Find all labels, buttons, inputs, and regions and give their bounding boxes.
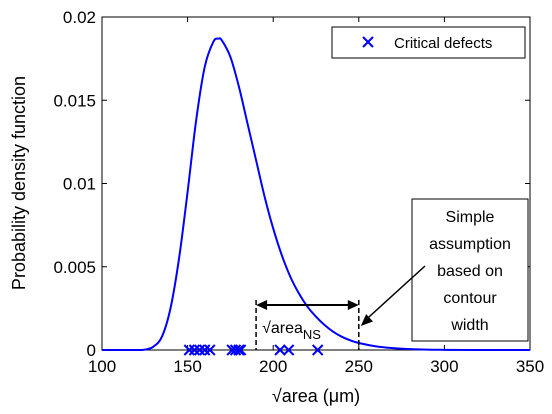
callout-box bbox=[411, 198, 529, 342]
range-label-main: √area bbox=[262, 320, 303, 337]
callout-line-5: width bbox=[450, 317, 488, 334]
y-tick-label: 0.015 bbox=[53, 91, 96, 110]
y-tick-label: 0.01 bbox=[63, 175, 96, 194]
callout-arrowhead bbox=[360, 314, 373, 326]
range-annotation: √areaNS bbox=[255, 300, 360, 350]
defect-marker bbox=[282, 344, 295, 356]
critical-defect-markers bbox=[183, 344, 324, 356]
y-tick-label: 0 bbox=[87, 341, 96, 360]
x-tick-label: 150 bbox=[173, 357, 201, 376]
callout-line-1: Simple bbox=[446, 209, 495, 226]
y-axis-label: Probability density function bbox=[9, 76, 29, 290]
range-arrowhead-left bbox=[256, 300, 268, 310]
legend-entry-critical-defects: Critical defects bbox=[394, 35, 492, 52]
defect-marker bbox=[229, 344, 242, 356]
range-arrowhead-right bbox=[347, 300, 359, 310]
range-label: √areaNS bbox=[262, 320, 321, 342]
x-axis-ticks: 100 150 200 250 300 350 bbox=[88, 17, 544, 376]
legend: Critical defects bbox=[331, 26, 526, 59]
defect-marker bbox=[274, 344, 286, 356]
defect-marker bbox=[312, 344, 324, 356]
y-axis-ticks: 0 0.005 0.01 0.015 0.02 bbox=[53, 8, 530, 360]
y-tick-label: 0.02 bbox=[63, 8, 96, 27]
callout-line-2: assumption bbox=[429, 236, 511, 253]
x-tick-label: 350 bbox=[516, 357, 544, 376]
x-tick-label: 250 bbox=[345, 357, 373, 376]
x-tick-label: 100 bbox=[88, 357, 116, 376]
defect-marker bbox=[234, 344, 247, 356]
series-line-pdf bbox=[101, 37, 531, 352]
callout-line-3: based on bbox=[437, 263, 503, 280]
x-tick-label: 300 bbox=[430, 357, 458, 376]
callout-arrow bbox=[367, 265, 426, 319]
defect-marker bbox=[183, 344, 196, 356]
defect-marker bbox=[193, 344, 206, 356]
callout-line-4: contour bbox=[443, 290, 497, 307]
x-tick-label: 200 bbox=[259, 357, 287, 376]
callout: Simple assumption based on contour width bbox=[360, 198, 529, 342]
defect-marker bbox=[233, 344, 245, 356]
range-label-subscript: NS bbox=[303, 327, 321, 342]
defect-marker bbox=[204, 344, 216, 356]
y-tick-label: 0.005 bbox=[53, 258, 96, 277]
x-axis-label: √area (μm) bbox=[272, 386, 360, 406]
defect-marker bbox=[188, 344, 201, 356]
defect-marker bbox=[199, 344, 211, 356]
legend-marker-x-icon bbox=[362, 36, 374, 48]
legend-box bbox=[331, 26, 526, 59]
